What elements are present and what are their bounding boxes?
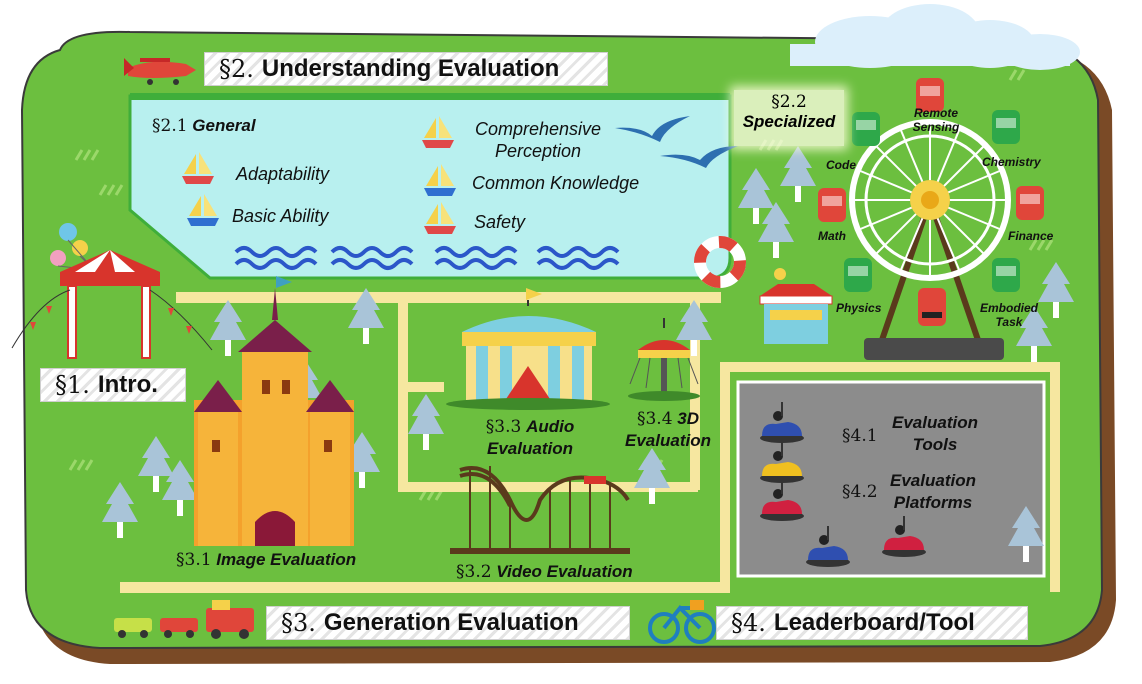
cabin-embodied-task[interactable]: Embodied Task (979, 301, 1038, 329)
cabin-physics[interactable]: Physics (836, 301, 882, 315)
section-leaderboard-banner[interactable]: §4. Leaderboard/Tool (716, 606, 1028, 640)
cabin-math[interactable]: Math (818, 229, 846, 243)
specialized-heading[interactable]: §2.2 Specialized (734, 90, 844, 146)
section-intro-number: §1. (55, 371, 90, 399)
specialized-number: §2.2 (771, 92, 807, 112)
general-number: §2.1 (152, 116, 188, 136)
specialized-label: Specialized (742, 112, 836, 131)
image-evaluation-text: Image Evaluation (216, 550, 357, 569)
section-understanding-banner[interactable]: §2. Understanding Evaluation (204, 52, 608, 86)
general-item-common-knowledge[interactable]: Common Knowledge (472, 173, 640, 193)
section-generation-number: §3. (281, 609, 316, 637)
cabin-finance[interactable]: Finance (1008, 229, 1054, 243)
cabin-code[interactable]: Code (826, 158, 856, 172)
three-d-evaluation-text: 3D Evaluation (625, 409, 711, 450)
section-understanding-number: §2. (219, 55, 254, 83)
general-item-basic-ability[interactable]: Basic Ability (232, 206, 329, 226)
general-item-comprehensive-perception[interactable]: Comprehensive Perception (474, 119, 602, 161)
image-evaluation-label[interactable]: §3.1 Image Evaluation (176, 550, 356, 570)
cabin-remote-sensing[interactable]: Remote Sensing (912, 106, 960, 134)
evaluation-tools-number: §4.1 (842, 426, 878, 446)
three-d-evaluation-label[interactable]: §3.4 3D Evaluation (616, 408, 720, 452)
evaluation-platforms-label[interactable]: Evaluation Platforms (890, 471, 976, 512)
section-leaderboard-label: Leaderboard/Tool (773, 609, 975, 636)
image-evaluation-number: §3.1 (176, 550, 212, 570)
video-evaluation-label[interactable]: §3.2 Video Evaluation (456, 562, 633, 582)
section-understanding-label: Understanding Evaluation (261, 55, 560, 82)
audio-evaluation-text: Audio Evaluation (487, 417, 575, 458)
general-label: General (192, 116, 256, 135)
video-evaluation-text: Video Evaluation (496, 562, 633, 581)
section-generation-label: Generation Evaluation (323, 609, 579, 636)
audio-evaluation-label[interactable]: §3.3 Audio Evaluation (474, 416, 586, 460)
evaluation-platforms-number: §4.2 (842, 482, 878, 502)
general-heading[interactable]: §2.1 General (152, 116, 256, 136)
video-evaluation-number: §3.2 (456, 562, 492, 582)
three-d-evaluation-number: §3.4 (636, 409, 673, 429)
audio-evaluation-number: §3.3 (485, 417, 522, 437)
cabin-chemistry[interactable]: Chemistry (982, 155, 1041, 169)
section-intro-banner[interactable]: §1. Intro. (40, 368, 186, 402)
general-item-adaptability[interactable]: Adaptability (236, 164, 330, 184)
section-leaderboard-number: §4. (731, 609, 766, 637)
section-generation-banner[interactable]: §3. Generation Evaluation (266, 606, 630, 640)
general-item-safety[interactable]: Safety (474, 212, 526, 232)
section-intro-label: Intro. (97, 371, 158, 398)
evaluation-tools-label[interactable]: Evaluation Tools (892, 413, 978, 454)
